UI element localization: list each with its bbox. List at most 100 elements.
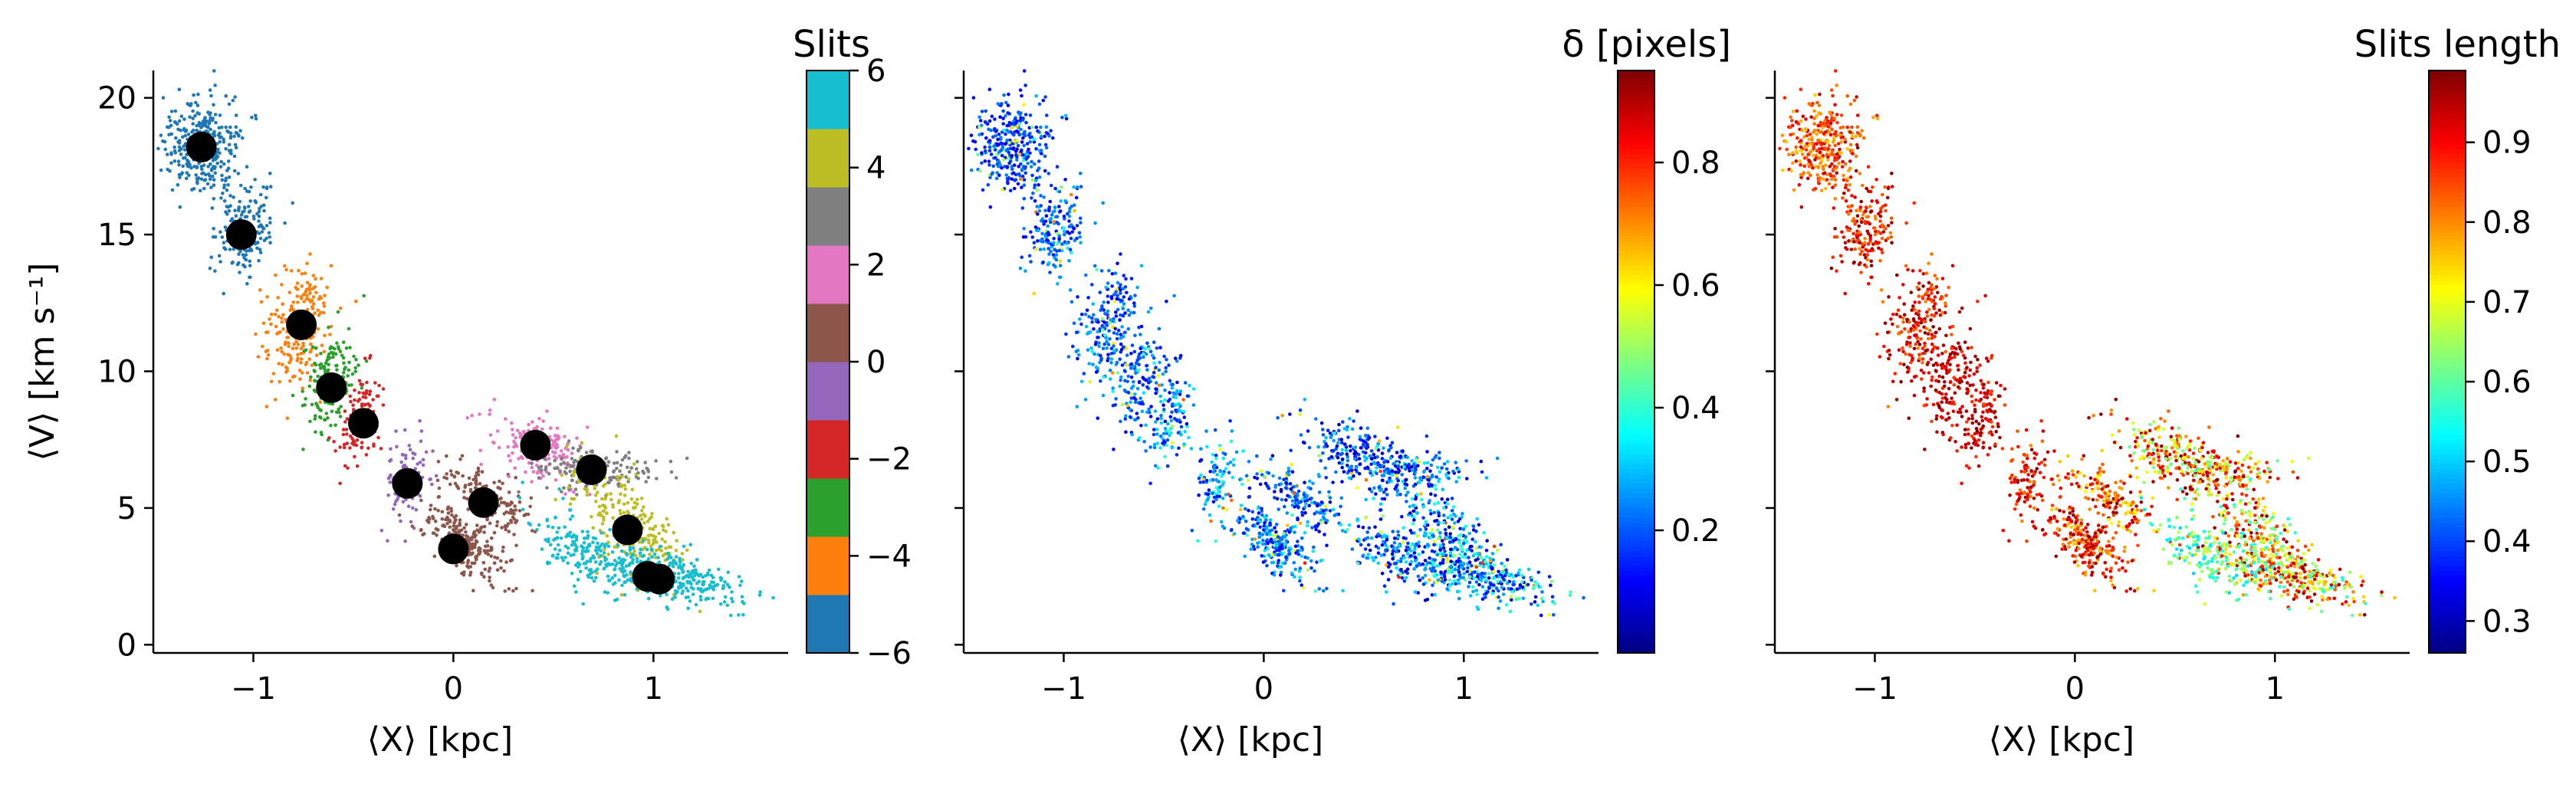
scatter-point xyxy=(242,209,246,213)
scatter-point xyxy=(1155,417,1160,421)
scatter-point xyxy=(234,146,238,149)
scatter-point xyxy=(1203,502,1208,507)
scatter-point xyxy=(1476,551,1480,556)
scatter-point xyxy=(974,147,978,152)
scatter-point xyxy=(201,171,205,175)
scatter-point xyxy=(613,568,616,572)
scatter-point xyxy=(399,519,402,523)
scatter-point xyxy=(1355,486,1359,490)
scatter-point xyxy=(213,113,218,116)
scatter-point xyxy=(1190,529,1194,533)
scatter-point xyxy=(311,287,315,290)
scatter-point xyxy=(1364,478,1368,482)
scatter-point xyxy=(458,518,462,522)
scatter-point xyxy=(1265,538,1270,542)
scatter-point xyxy=(611,475,615,479)
scatter-point xyxy=(996,102,1000,106)
scatter-point xyxy=(531,420,534,424)
scatter-point xyxy=(1152,340,1156,344)
colorbar-tick-label: −4 xyxy=(866,539,912,574)
scatter-point xyxy=(1004,148,1009,153)
scatter-point xyxy=(1362,439,1365,443)
scatter-point xyxy=(305,307,310,312)
scatter-point xyxy=(1433,484,1438,487)
scatter-point xyxy=(487,569,491,573)
scatter-point xyxy=(540,427,544,431)
scatter-point xyxy=(1230,498,1234,503)
scatter-point xyxy=(689,585,694,589)
scatter-point xyxy=(1096,336,1099,339)
scatter-point xyxy=(231,98,235,103)
scatter-point xyxy=(1114,397,1118,401)
scatter-point xyxy=(1232,532,1237,536)
scatter-point xyxy=(1156,374,1160,378)
scatter-point xyxy=(1087,362,1091,366)
scatter-point xyxy=(1137,353,1142,356)
scatter-point xyxy=(563,435,567,438)
colorbar-segment xyxy=(807,420,849,479)
scatter-point xyxy=(335,341,339,346)
scatter-point xyxy=(1106,281,1110,285)
scatter-point xyxy=(639,497,644,500)
scatter-point xyxy=(1239,477,1243,481)
scatter-point xyxy=(1099,358,1103,362)
scatter-point xyxy=(1095,267,1099,272)
scatter-point xyxy=(1055,165,1060,169)
scatter-point xyxy=(1359,426,1363,430)
scatter-point xyxy=(566,448,570,452)
scatter-point xyxy=(329,324,334,329)
scatter-point xyxy=(586,425,590,429)
scatter-point xyxy=(277,314,281,319)
scatter-point xyxy=(424,450,429,454)
scatter-point xyxy=(178,205,182,209)
scatter-point xyxy=(1067,214,1072,218)
scatter-point xyxy=(1510,598,1513,602)
scatter-point xyxy=(1473,570,1477,574)
scatter-point xyxy=(1155,432,1159,436)
scatter-point xyxy=(684,586,688,590)
scatter-point xyxy=(418,418,422,423)
scatter-point xyxy=(1526,567,1531,572)
scatter-point xyxy=(1467,531,1471,536)
scatter-point xyxy=(1218,469,1222,473)
scatter-point xyxy=(226,159,231,163)
scatter-point xyxy=(651,527,656,531)
scatter-point xyxy=(1020,255,1024,260)
scatter-point xyxy=(627,451,631,454)
scatter-point xyxy=(1029,230,1033,235)
scatter-point xyxy=(291,393,295,398)
scatter-point xyxy=(1467,556,1470,559)
scatter-point xyxy=(222,137,225,141)
scatter-point xyxy=(996,159,1001,163)
scatter-point xyxy=(319,362,324,366)
scatter-point xyxy=(1288,412,1292,416)
scatter-point xyxy=(675,562,678,566)
scatter-point xyxy=(1452,505,1456,509)
scatter-point xyxy=(280,316,284,320)
scatter-point xyxy=(1156,466,1160,471)
scatter-point xyxy=(1414,467,1418,471)
scatter-point xyxy=(557,487,561,491)
scatter-point xyxy=(368,356,372,360)
scatter-point xyxy=(1303,505,1307,509)
scatter-point xyxy=(1105,323,1109,327)
scatter-point xyxy=(336,310,340,314)
scatter-point xyxy=(1129,362,1134,366)
scatter-point xyxy=(1090,283,1094,287)
scatter-point xyxy=(626,511,630,515)
scatter-point xyxy=(1314,417,1318,421)
scatter-point xyxy=(1162,431,1166,436)
scatter-point xyxy=(983,149,987,153)
scatter-point xyxy=(449,509,453,513)
scatter-point xyxy=(468,573,472,577)
scatter-point xyxy=(1142,355,1145,359)
scatter-point xyxy=(258,236,263,241)
scatter-point xyxy=(601,509,605,513)
y-tick-label: 15 xyxy=(97,218,136,253)
scatter-point xyxy=(544,465,548,470)
scatter-point xyxy=(239,213,244,217)
scatter-point xyxy=(249,185,253,189)
scatter-point xyxy=(1085,308,1089,313)
scatter-point xyxy=(300,272,304,276)
scatter-point xyxy=(682,544,686,549)
